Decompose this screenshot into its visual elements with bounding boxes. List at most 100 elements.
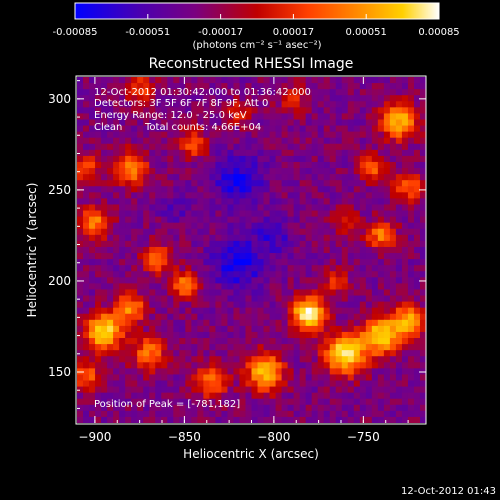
- heatmap-cell: [269, 392, 277, 400]
- heatmap-cell: [227, 392, 235, 400]
- heatmap-cell: [311, 344, 319, 351]
- heatmap-cell: [341, 362, 349, 369]
- heatmap-cell: [353, 246, 361, 254]
- heatmap-cell: [305, 380, 313, 388]
- heatmap-cell: [317, 222, 325, 230]
- heatmap-cell: [89, 186, 96, 193]
- heatmap-cell: [311, 398, 319, 406]
- heatmap-cell: [209, 410, 216, 418]
- heatmap-cell: [137, 234, 144, 242]
- heatmap-cell: [209, 265, 216, 272]
- heatmap-cell: [125, 307, 132, 315]
- heatmap-cell: [419, 295, 426, 303]
- heatmap-cell: [383, 331, 391, 339]
- heatmap-cell: [101, 113, 108, 121]
- heatmap-cell: [239, 119, 247, 127]
- heatmap-cell: [317, 137, 325, 145]
- heatmap-cell: [95, 404, 102, 412]
- heatmap-cell: [401, 368, 409, 376]
- heatmap-cell: [83, 404, 90, 412]
- heatmap-cell: [305, 161, 313, 169]
- heatmap-cell: [389, 161, 397, 169]
- heatmap-cell: [245, 380, 253, 388]
- heatmap-cell: [269, 186, 277, 193]
- heatmap-cell: [371, 192, 379, 199]
- heatmap-cell: [89, 95, 96, 102]
- heatmap-cell: [389, 192, 397, 199]
- heatmap-cell: [239, 301, 247, 309]
- heatmap-cell: [131, 277, 138, 284]
- heatmap-cell: [113, 344, 120, 351]
- heatmap-cell: [299, 119, 307, 127]
- heatmap-cell: [77, 149, 84, 157]
- heatmap-cell: [113, 240, 120, 248]
- heatmap-cell: [233, 192, 241, 199]
- heatmap-cell: [275, 155, 283, 163]
- heatmap-cell: [407, 210, 415, 218]
- heatmap-cell: [95, 155, 102, 163]
- heatmap-cell: [287, 228, 295, 236]
- heatmap-cell: [341, 368, 349, 376]
- heatmap-cell: [149, 246, 156, 254]
- heatmap-cell: [401, 307, 409, 315]
- heatmap-cell: [395, 119, 403, 127]
- heatmap-cell: [329, 83, 337, 90]
- heatmap-cell: [191, 295, 198, 303]
- heatmap-cell: [227, 398, 235, 406]
- heatmap-cell: [185, 246, 192, 254]
- heatmap-cell: [311, 143, 319, 151]
- heatmap-cell: [149, 404, 156, 412]
- heatmap-cell: [119, 228, 126, 236]
- heatmap-cell: [203, 107, 210, 115]
- heatmap-cell: [365, 155, 373, 163]
- heatmap-cell: [119, 344, 126, 351]
- heatmap-cell: [143, 374, 150, 382]
- heatmap-cell: [161, 386, 168, 394]
- heatmap-cell: [209, 198, 216, 206]
- heatmap-cell: [167, 301, 174, 309]
- heatmap-cell: [395, 228, 403, 236]
- heatmap-cell: [317, 253, 325, 260]
- footer-timestamp: 12-Oct-2012 01:43: [401, 486, 496, 497]
- heatmap-cell: [137, 362, 144, 369]
- heatmap-cell: [143, 222, 150, 230]
- heatmap-cell: [233, 386, 241, 394]
- heatmap-cell: [167, 374, 174, 382]
- heatmap-cell: [137, 265, 144, 272]
- heatmap-cell: [275, 192, 283, 199]
- heatmap-cell: [179, 216, 186, 224]
- heatmap-cell: [221, 143, 229, 151]
- heatmap-cell: [197, 325, 204, 333]
- heatmap-cell: [257, 131, 265, 139]
- heatmap-cell: [383, 161, 391, 169]
- heatmap-cell: [137, 410, 144, 418]
- heatmap-cell: [245, 77, 253, 84]
- heatmap-cell: [77, 362, 84, 369]
- heatmap-cell: [401, 295, 409, 303]
- heatmap-cell: [401, 386, 409, 394]
- heatmap-cell: [95, 313, 102, 321]
- heatmap-cell: [251, 101, 259, 108]
- heatmap-cell: [89, 368, 96, 376]
- heatmap-cell: [407, 246, 415, 254]
- heatmap-cell: [95, 283, 102, 291]
- heatmap-cell: [287, 271, 295, 278]
- heatmap-cell: [317, 186, 325, 193]
- heatmap-cell: [185, 222, 192, 230]
- heatmap-cell: [227, 295, 235, 303]
- heatmap-cell: [161, 295, 168, 303]
- heatmap-cell: [137, 356, 144, 363]
- heatmap-cell: [311, 234, 319, 242]
- heatmap-cell: [197, 234, 204, 242]
- heatmap-cell: [335, 155, 343, 163]
- heatmap-cell: [341, 271, 349, 278]
- colorbar-ticks: -0.00085 -0.00051 -0.00017 0.00017 0.00051 0.…: [53, 14, 460, 38]
- heatmap-cell: [281, 362, 289, 369]
- heatmap-cell: [161, 259, 168, 266]
- heatmap-cell: [419, 344, 426, 351]
- heatmap-cell: [383, 307, 391, 315]
- heatmap-cell: [233, 277, 241, 284]
- heatmap-cell: [359, 331, 367, 339]
- heatmap-cell: [215, 155, 223, 163]
- heatmap-cell: [371, 331, 379, 339]
